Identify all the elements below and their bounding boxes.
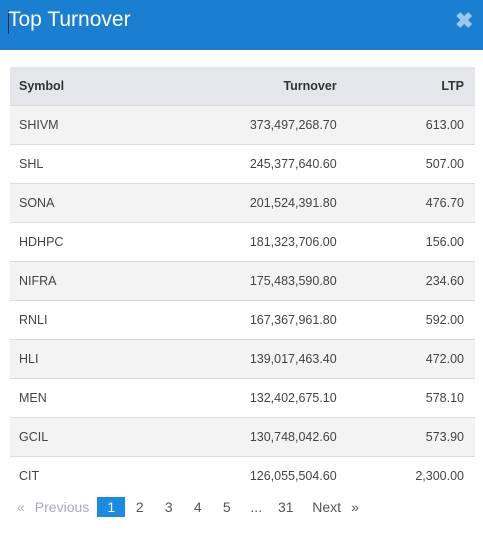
pagination-ellipsis: ...	[250, 499, 263, 515]
page-button-4[interactable]: 4	[193, 499, 202, 515]
cell-ltp: 476.70	[425, 195, 464, 210]
table-row: NIFRA 175,483,590.80 234.60	[10, 261, 475, 300]
table-row: GCIL 130,748,042.60 573.90	[10, 417, 475, 456]
page-button-3[interactable]: 3	[164, 499, 173, 515]
cell-ltp: 472.00	[425, 351, 464, 366]
cell-ltp: 234.60	[425, 273, 464, 288]
text-cursor	[8, 10, 9, 34]
table-row: SHL 245,377,640.60 507.00	[10, 144, 475, 183]
page-button-2[interactable]: 2	[135, 499, 144, 515]
cell-symbol: CIT	[19, 468, 40, 483]
cell-turnover: 181,323,706.00	[249, 234, 337, 249]
cell-ltp: 507.00	[425, 156, 464, 171]
page-button-1[interactable]: 1	[97, 497, 126, 517]
cell-ltp: 156.00	[425, 234, 464, 249]
table-row: MEN 132,402,675.10 578.10	[10, 378, 475, 417]
cell-symbol: SHL	[19, 156, 44, 171]
cell-symbol: HLI	[19, 351, 39, 366]
cell-symbol: GCIL	[19, 429, 49, 444]
column-header-symbol[interactable]: Symbol	[19, 78, 65, 93]
cell-symbol: SHIVM	[19, 117, 59, 132]
page-button-5[interactable]: 5	[222, 499, 231, 515]
pagination: « Previous 1 2 3 4 5 ... 31 Next »	[17, 496, 359, 518]
cell-symbol: HDHPC	[19, 234, 64, 249]
table-row: CIT 126,055,504.60 2,300.00	[10, 456, 475, 495]
cell-turnover: 175,483,590.80	[249, 273, 337, 288]
cell-ltp: 592.00	[425, 312, 464, 327]
cell-turnover: 126,055,504.60	[249, 468, 337, 483]
cell-ltp: 2,300.00	[415, 468, 464, 483]
page-button-31[interactable]: 31	[277, 499, 294, 515]
table-header-row: Symbol Turnover LTP	[10, 67, 475, 105]
cell-turnover: 139,017,463.40	[249, 351, 337, 366]
table-row: HDHPC 181,323,706.00 156.00	[10, 222, 475, 261]
cell-ltp: 613.00	[425, 117, 464, 132]
prev-arrow-icon: «	[17, 499, 25, 515]
table-row: SONA 201,524,391.80 476.70	[10, 183, 475, 222]
cell-turnover: 373,497,268.70	[249, 117, 337, 132]
column-header-ltp[interactable]: LTP	[441, 78, 464, 93]
turnover-table: Symbol Turnover LTP SHIVM 373,497,268.70…	[10, 67, 475, 495]
cell-turnover: 245,377,640.60	[249, 156, 337, 171]
modal-header: Top Turnover ✖	[0, 0, 483, 50]
cell-turnover: 130,748,042.60	[249, 429, 337, 444]
next-arrow-icon[interactable]: »	[351, 499, 359, 515]
cell-ltp: 573.90	[425, 429, 464, 444]
cell-ltp: 578.10	[425, 390, 464, 405]
cell-symbol: MEN	[19, 390, 47, 405]
table-row: RNLI 167,367,961.80 592.00	[10, 300, 475, 339]
table-row: HLI 139,017,463.40 472.00	[10, 339, 475, 378]
cell-symbol: RNLI	[19, 312, 48, 327]
cell-turnover: 167,367,961.80	[249, 312, 337, 327]
cell-turnover: 201,524,391.80	[249, 195, 337, 210]
cell-symbol: NIFRA	[19, 273, 57, 288]
next-button[interactable]: Next	[312, 499, 342, 515]
table-row: SHIVM 373,497,268.70 613.00	[10, 105, 475, 144]
cell-symbol: SONA	[19, 195, 55, 210]
close-icon[interactable]: ✖	[455, 8, 474, 33]
column-header-turnover[interactable]: Turnover	[283, 78, 337, 93]
cell-turnover: 132,402,675.10	[249, 390, 337, 405]
previous-button: Previous	[34, 499, 90, 515]
modal-title: Top Turnover	[8, 8, 131, 31]
turnover-table-wrapper: Symbol Turnover LTP SHIVM 373,497,268.70…	[10, 67, 475, 495]
